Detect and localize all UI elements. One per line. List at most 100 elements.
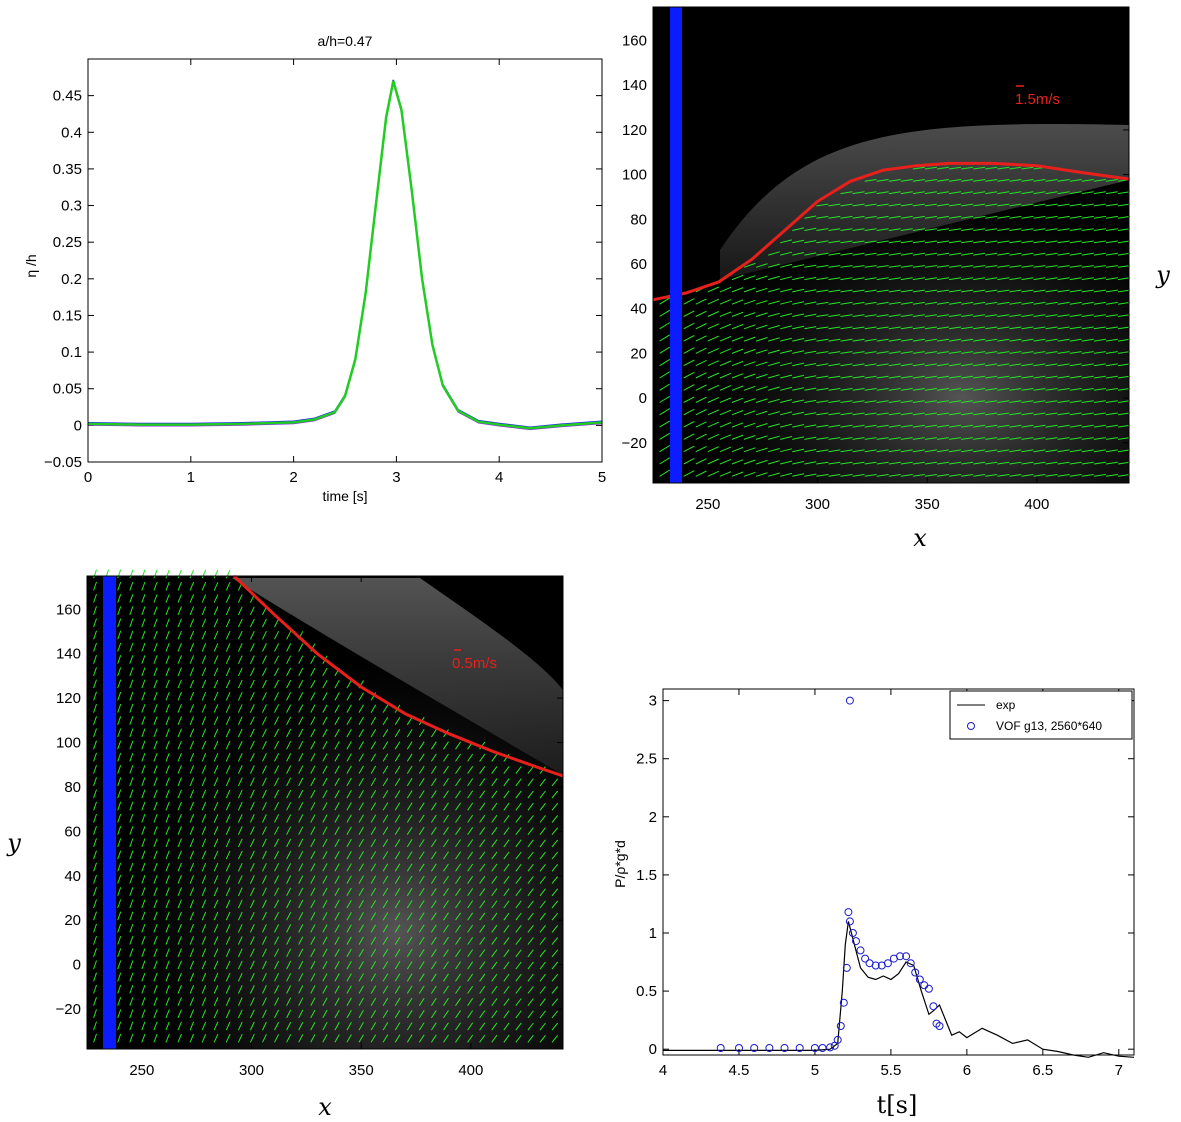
velocity-vector [141,765,146,774]
y-tick-label: 0.1 [61,344,82,361]
velocity-vector [743,287,756,293]
velocity-vector [551,851,559,860]
velocity-vector [298,655,304,664]
velocity-vector [262,899,267,909]
velocity-vector [949,228,962,231]
velocity-vector [334,765,340,774]
velocity-vector [455,985,462,994]
velocity-vector [527,827,534,836]
velocity-vector [286,1021,292,1031]
velocity-vector [165,826,170,835]
velocity-vector [743,312,756,317]
velocity-vector [659,469,671,477]
velocity-vector [888,400,901,403]
velocity-vector [539,900,546,909]
velocity-vector [755,435,768,440]
velocity-vector [1021,301,1034,305]
velocity-vector [177,569,182,579]
velocity-vector [430,765,437,774]
velocity-vector [467,961,474,970]
velocity-vector [201,924,207,933]
velocity-vector [659,444,671,453]
velocity-vector [129,801,134,811]
vof-data-point [848,929,857,937]
velocity-vector [237,801,243,811]
velocity-vector [1105,314,1118,317]
vof-data-point [833,1035,842,1044]
velocity-vector [479,851,486,860]
velocity-vector [237,924,243,933]
velocity-vector [237,838,243,848]
velocity-vector [515,998,522,1007]
velocity-vector [1081,301,1094,305]
y-tick-label: 40 [64,868,81,885]
velocity-vector [755,337,768,342]
velocity-vector [237,667,243,677]
velocity-vector [141,594,146,603]
velocity-vector [286,924,292,933]
velocity-vector [153,728,158,738]
velocity-vector [1033,203,1046,207]
velocity-vector [1021,437,1034,440]
velocity-vector [900,424,913,428]
velocity-vector [322,679,328,689]
velocity-vector [286,789,292,799]
velocity-vector [394,863,401,872]
velocity-vector [93,642,97,652]
velocity-vector [876,375,889,379]
velocity-vector [334,802,340,811]
velocity-vector [274,850,280,860]
velocity-vector [358,973,364,982]
velocity-vector [527,937,534,945]
velocity-vector [334,777,340,787]
velocity-vector [165,704,170,713]
velocity-vector [816,338,829,342]
velocity-vector [768,300,780,305]
velocity-vector [93,593,97,603]
velocity-vector [249,899,255,909]
velocity-vector [177,862,182,872]
y-tick-label: 160 [622,33,647,50]
velocity-vector [189,1009,195,1019]
velocity-vector [177,1021,182,1031]
velocity-vector [852,301,865,305]
velocity-vector [755,398,768,403]
velocity-vector [1033,179,1046,182]
velocity-vector [455,839,462,848]
velocity-vector [117,813,122,823]
velocity-vector [1069,351,1082,354]
velocity-vector [937,424,949,428]
velocity-vector [731,324,744,330]
velocity-vector [274,704,280,713]
velocity-vector [768,337,780,342]
velocity-vector [539,924,546,933]
velocity-vector [719,409,732,416]
velocity-vector [888,363,901,367]
velocity-vector [274,1021,280,1031]
velocity-vector [1093,215,1106,219]
velocity-vector [527,949,534,958]
velocity-vector [491,790,498,799]
velocity-vector [840,351,853,354]
velocity-vector [527,790,534,799]
pressure-plot-area: 4 4.5 5 5.5 6 6.5 700.511.522.53 [636,689,1135,1079]
velocity-vector [467,851,474,860]
velocity-vector [455,765,462,774]
velocity-vector [165,667,170,677]
velocity-vector [755,312,768,317]
velocity-vector [1021,289,1034,293]
velocity-vector [358,814,364,823]
velocity-vector [225,728,231,738]
velocity-vector [153,911,158,921]
velocity-vector [912,474,925,477]
velocity-vector [1009,412,1022,416]
velocity-vector [792,362,805,367]
velocity-vector [467,827,474,835]
velocity-vector [274,997,280,1006]
velocity-vector [93,606,97,616]
velocity-vector [937,363,949,367]
velocity-vector [937,400,949,403]
velocity-vector [816,301,829,305]
velocity-vector [201,875,207,884]
y-tick-label: 160 [56,601,81,618]
